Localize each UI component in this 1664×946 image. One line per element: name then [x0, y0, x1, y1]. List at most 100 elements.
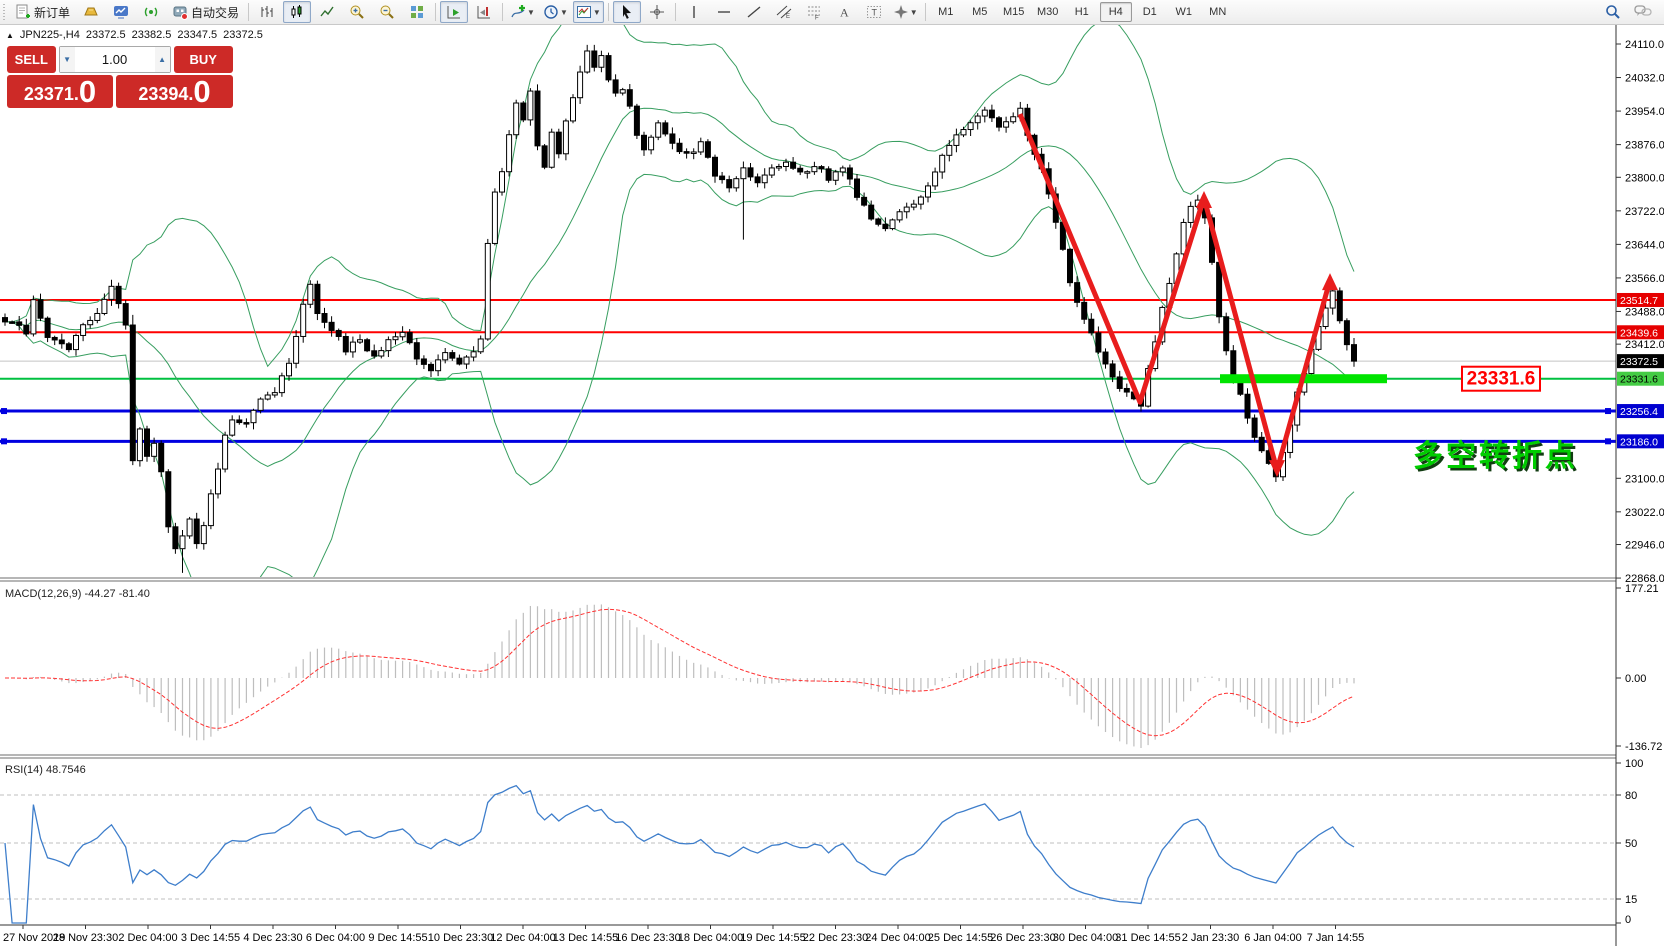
- buy-price-main: 23394: [138, 84, 189, 104]
- sell-price-dot: .: [73, 84, 79, 104]
- tf-m30-button[interactable]: M30: [1037, 6, 1059, 18]
- indicators-button[interactable]: ▼: [507, 1, 538, 23]
- tf-d1-button[interactable]: D1: [1142, 6, 1157, 18]
- tf-mn-button[interactable]: MN: [1209, 6, 1227, 18]
- svg-text:3 Dec 14:55: 3 Dec 14:55: [181, 932, 240, 944]
- svg-text:2 Jan 23:30: 2 Jan 23:30: [1182, 932, 1240, 944]
- trendline-button[interactable]: [740, 1, 768, 23]
- svg-text:23800.0: 23800.0: [1625, 172, 1664, 184]
- svg-text:多空转折点: 多空转折点: [1413, 440, 1578, 473]
- bollinger-upper: [5, 25, 1355, 368]
- autotrade-label: 自动交易: [191, 5, 240, 20]
- price-axis[interactable]: 24110.0 24032.0 23954.0 23876.0 23800.0 23722…: [1616, 39, 1664, 585]
- svg-text:0.00: 0.00: [1625, 673, 1646, 685]
- line-chart-button[interactable]: [313, 1, 341, 23]
- clock-icon: [543, 4, 559, 20]
- candle-chart-button[interactable]: [283, 1, 312, 23]
- sell-price-main: 23371: [23, 84, 74, 104]
- buy-button[interactable]: BUY: [173, 46, 233, 73]
- bar-chart-button[interactable]: [253, 1, 281, 23]
- toolbar-separator: [607, 3, 609, 21]
- price-tag: 23372.5: [1617, 354, 1664, 369]
- symbol-period: JPN225-,H4: [19, 29, 80, 41]
- candle-chart-icon: [289, 4, 305, 20]
- buy-price-button[interactable]: 23394. 0: [116, 75, 233, 108]
- chart-shift-button[interactable]: [470, 1, 498, 23]
- pane-borders: [0, 24, 1617, 946]
- signals-button[interactable]: [137, 1, 165, 23]
- svg-text:23022.0: 23022.0: [1625, 507, 1664, 519]
- deposit-button[interactable]: [77, 1, 105, 23]
- volume-decrease-button[interactable]: ▼: [59, 47, 75, 72]
- sell-price-button[interactable]: 23371. 0: [7, 75, 113, 108]
- svg-text:16 Dec 23:30: 16 Dec 23:30: [615, 932, 680, 944]
- tf-h1-button[interactable]: H1: [1074, 6, 1089, 18]
- tf-h4-button[interactable]: H4: [1099, 2, 1132, 22]
- fibonacci-icon: F: [806, 4, 822, 20]
- gold-deposit-icon: [83, 4, 99, 20]
- triangle-icon: ▲: [6, 30, 14, 40]
- autotrade-button[interactable]: 自动交易: [167, 1, 244, 23]
- price-label-annotation[interactable]: 23331.6: [1461, 365, 1541, 392]
- templates-icon: [576, 4, 592, 20]
- ohlc-close: 23372.5: [223, 29, 263, 41]
- arrows-star-icon: [893, 4, 909, 20]
- new-order-button[interactable]: 新订单: [10, 1, 75, 23]
- auto-scroll-icon: [446, 4, 462, 20]
- search-button[interactable]: [1599, 1, 1627, 23]
- toolbar-separator: [502, 3, 504, 21]
- chat-button[interactable]: [1629, 1, 1657, 23]
- svg-text:31 Dec 14:55: 31 Dec 14:55: [1115, 932, 1180, 944]
- zoom-out-button[interactable]: [373, 1, 401, 23]
- svg-text:22946.0: 22946.0: [1625, 540, 1664, 552]
- vertical-line-button[interactable]: [680, 1, 708, 23]
- svg-text:18 Dec 04:00: 18 Dec 04:00: [678, 932, 743, 944]
- templates-button[interactable]: ▼: [572, 1, 604, 23]
- volume-input[interactable]: [74, 51, 155, 68]
- rsi-line: [4, 784, 1355, 924]
- chevron-down-icon: ▼: [527, 7, 535, 17]
- line-handle[interactable]: [1, 408, 7, 415]
- line-handle[interactable]: [1, 438, 7, 445]
- zigzag-arrows[interactable]: [1017, 113, 1338, 478]
- auto-scroll-button[interactable]: [440, 1, 469, 23]
- svg-text:26 Dec 23:30: 26 Dec 23:30: [990, 932, 1055, 944]
- tf-m1-button[interactable]: M1: [938, 6, 954, 18]
- tf-m5-button[interactable]: M5: [972, 6, 988, 18]
- volume-increase-button[interactable]: ▲: [154, 47, 170, 72]
- arrowhead-icon: [1322, 273, 1338, 291]
- arrows-button[interactable]: ▼: [890, 1, 921, 23]
- svg-text:23954.0: 23954.0: [1625, 106, 1664, 118]
- toolbar-grip[interactable]: [2, 4, 7, 20]
- line-handle[interactable]: [1605, 438, 1611, 445]
- chevron-down-icon: ▼: [559, 7, 568, 17]
- sell-button[interactable]: SELL: [7, 46, 56, 73]
- price-tag: 23439.6: [1617, 325, 1664, 340]
- tf-w1-button[interactable]: W1: [1175, 6, 1192, 18]
- periods-button[interactable]: ▼: [540, 1, 571, 23]
- text-label-button[interactable]: T: [860, 1, 888, 23]
- chevron-down-icon: ▼: [909, 7, 918, 17]
- tf-m15-button[interactable]: M15: [1003, 6, 1025, 18]
- fibonacci-button[interactable]: F: [800, 1, 828, 23]
- channel-button[interactable]: E: [770, 1, 798, 23]
- cursor-button[interactable]: [612, 1, 641, 23]
- horizontal-line-button[interactable]: [710, 1, 738, 23]
- chart-shift-icon: [476, 4, 492, 20]
- crosshair-button[interactable]: [643, 1, 671, 23]
- bar-chart-icon: [259, 4, 275, 20]
- zoom-in-button[interactable]: [343, 1, 371, 23]
- web-terminal-button[interactable]: [107, 1, 135, 23]
- text-button[interactable]: A: [830, 1, 858, 23]
- svg-text:23412.0: 23412.0: [1625, 339, 1664, 351]
- price-tag: 23256.4: [1617, 404, 1664, 419]
- volume-stepper: ▼ ▲: [58, 46, 171, 73]
- horizontal-level-lines: [0, 298, 1616, 445]
- line-handle[interactable]: [1605, 408, 1611, 415]
- autotrade-icon: [172, 4, 189, 20]
- tile-windows-button[interactable]: [403, 1, 431, 23]
